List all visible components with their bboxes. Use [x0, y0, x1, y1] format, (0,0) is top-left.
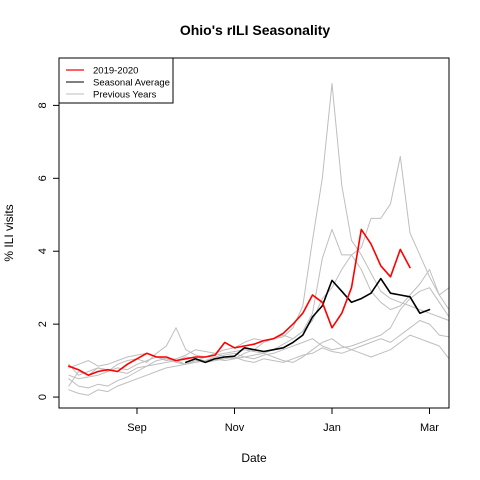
x-tick-label-1: Nov: [225, 422, 245, 434]
series-layer: [68, 83, 450, 396]
legend-label-1: Seasonal Average: [93, 78, 170, 89]
y-tick-label-2: 4: [37, 248, 49, 254]
series-line-2-0: [68, 228, 411, 376]
y-axis-label: % ILI visits: [2, 204, 16, 261]
y-tick-label-4: 8: [37, 102, 49, 108]
y-axis: 0 2 4 6 8: [37, 102, 60, 400]
series-line-0-0: [68, 83, 450, 389]
series-line-0-5: [68, 320, 450, 396]
x-axis: Sep Nov Jan Mar: [127, 407, 439, 434]
y-tick-label-1: 2: [37, 321, 49, 327]
series-line-1-0: [185, 277, 431, 364]
chart-title: Ohio's rILI Seasonality: [180, 22, 331, 38]
x-tick-label-0: Sep: [127, 422, 147, 434]
legend-box: [58, 57, 174, 104]
y-tick-label-3: 6: [37, 175, 49, 181]
series-line-0-1: [68, 155, 450, 387]
series-line-0-4: [68, 334, 450, 376]
x-tick-label-3: Mar: [420, 422, 439, 434]
legend-label-2: Previous Years: [93, 90, 157, 101]
y-tick-label-0: 0: [37, 394, 49, 400]
series-line-0-2: [68, 228, 450, 369]
x-tick-label-2: Jan: [323, 422, 341, 434]
x-axis-label: Date: [241, 451, 267, 465]
series-line-0-3: [68, 287, 450, 380]
legend-label-0: 2019-2020: [93, 66, 138, 77]
